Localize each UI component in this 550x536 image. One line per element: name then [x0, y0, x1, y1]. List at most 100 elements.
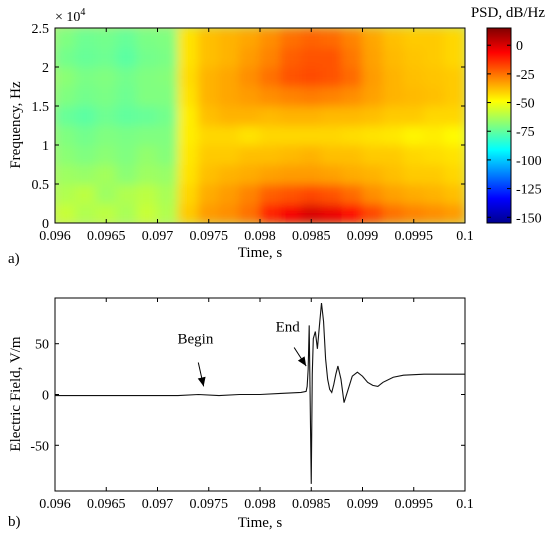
heatmap-cell: [218, 203, 240, 223]
heatmap-cell: [444, 144, 465, 165]
heatmap-cell: [218, 47, 240, 68]
heatmap-cell: [157, 125, 179, 146]
heatmap-cell: [321, 183, 343, 204]
heatmap-cell: [136, 183, 158, 204]
heatmap-cell: [55, 66, 76, 87]
x-tick-label: 0.099: [347, 229, 379, 244]
efield-series-line: [55, 303, 465, 484]
heatmap-cell: [116, 203, 138, 223]
heatmap-cell: [95, 144, 117, 165]
heatmap-cell: [55, 28, 76, 48]
heatmap-cell: [177, 66, 199, 87]
efield-x-ticks: 0.096 0.0965 0.097 0.0975 0.098 0.0985 0.099 0.…: [39, 298, 474, 512]
panel-label-a: a): [8, 251, 20, 267]
heatmap-cell: [116, 28, 138, 48]
heatmap-cell: [116, 47, 138, 68]
heatmap-cell: [75, 183, 97, 204]
heatmap-cell: [403, 66, 425, 87]
heatmap-cell: [116, 164, 138, 185]
y-tick-label: 0: [42, 389, 49, 404]
heatmap-cell: [362, 66, 384, 87]
heatmap-cell: [300, 125, 322, 146]
heatmap-cell: [382, 203, 404, 223]
heatmap-cell: [321, 125, 343, 146]
heatmap-cell: [157, 86, 179, 107]
heatmap-cell: [382, 86, 404, 107]
heatmap-cell: [341, 28, 363, 48]
heatmap-cell: [403, 183, 425, 204]
colorbar-tick-label: -75: [516, 125, 535, 140]
heatmap-cell: [280, 47, 302, 68]
heatmap-cell: [198, 144, 220, 165]
heatmap-cell: [177, 105, 199, 126]
heatmap-cell: [403, 164, 425, 185]
heatmap-cell: [280, 66, 302, 87]
heatmap-cell: [136, 86, 158, 107]
heatmap-cell: [280, 105, 302, 126]
heatmap-cell: [239, 203, 261, 223]
heatmap-cell: [75, 105, 97, 126]
heatmap-cell: [341, 47, 363, 68]
y-tick-label: 0: [42, 217, 49, 232]
heatmap-cell: [423, 28, 445, 48]
heatmap-cell: [218, 183, 240, 204]
heatmap-cell: [157, 183, 179, 204]
heatmap-cell: [321, 105, 343, 126]
heatmap-cell: [198, 164, 220, 185]
colorbar-tick-label: 0: [516, 39, 523, 54]
heatmap-cell: [95, 47, 117, 68]
heatmap-cell: [177, 28, 199, 48]
heatmap-cell: [321, 164, 343, 185]
x-tick-label: 0.1: [456, 497, 474, 512]
heatmap-cell: [444, 28, 465, 48]
heatmap-cell: [259, 86, 281, 107]
heatmap-cell: [362, 47, 384, 68]
heatmap-cell: [341, 144, 363, 165]
heatmap-cell: [177, 183, 199, 204]
heatmap-cell: [75, 66, 97, 87]
heatmap-cell: [444, 125, 465, 146]
y-tick-label: -50: [30, 439, 49, 454]
heatmap-cell: [75, 125, 97, 146]
heatmap-cell: [55, 203, 76, 223]
heatmap-cell: [259, 144, 281, 165]
colorbar-scale: [486, 27, 512, 224]
heatmap-cell: [259, 203, 281, 223]
heatmap-cell: [259, 47, 281, 68]
heatmap-cell: [280, 125, 302, 146]
heatmap-cell: [423, 86, 445, 107]
colorbar-tick-label: -25: [516, 68, 535, 83]
spectrogram-x-label: Time, s: [238, 245, 283, 261]
heatmap-cell: [177, 203, 199, 223]
heatmap-cell: [136, 144, 158, 165]
heatmap-cell: [403, 203, 425, 223]
heatmap-cell: [95, 28, 117, 48]
heatmap-cell: [423, 183, 445, 204]
heatmap-cell: [300, 144, 322, 165]
colorbar-tick-label: -150: [516, 211, 542, 226]
heatmap-cell: [423, 105, 445, 126]
heatmap-cell: [116, 66, 138, 87]
efield-x-label: Time, s: [238, 515, 283, 531]
spectrogram-y-ticks: 0 0.5 1 1.5 2 2.5: [32, 22, 465, 232]
heatmap-cell: [341, 164, 363, 185]
heatmap-cell: [157, 144, 179, 165]
heatmap-cell: [403, 125, 425, 146]
heatmap-cell: [382, 144, 404, 165]
heatmap-cell: [198, 66, 220, 87]
heatmap-cell: [362, 203, 384, 223]
heatmap-cell: [423, 203, 445, 223]
x-tick-label: 0.097: [142, 229, 174, 244]
heatmap-cell: [362, 125, 384, 146]
heatmap-cell: [136, 203, 158, 223]
heatmap-cell: [136, 164, 158, 185]
heatmap-cell: [55, 164, 76, 185]
spectrogram-heatmap: [55, 28, 465, 223]
heatmap-cell: [75, 47, 97, 68]
annotation-text: Begin: [178, 332, 214, 348]
heatmap-cell: [177, 144, 199, 165]
heatmap-cell: [218, 125, 240, 146]
x-tick-label: 0.0965: [87, 497, 126, 512]
heatmap-cell: [444, 183, 465, 204]
heatmap-cell: [136, 105, 158, 126]
